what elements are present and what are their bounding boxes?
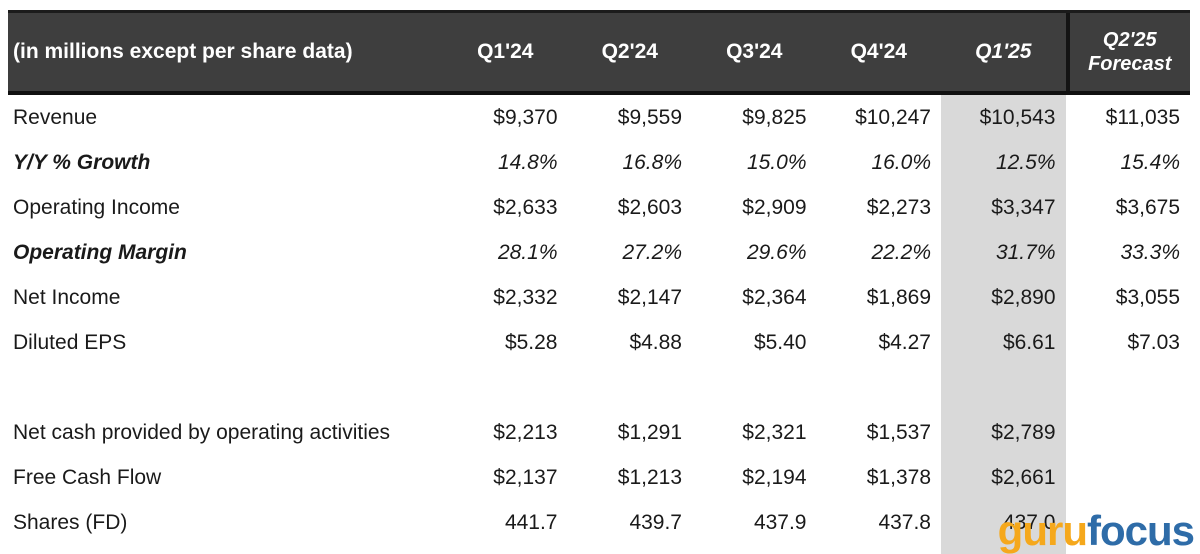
cell-value: $3,675 (1115, 195, 1180, 219)
column-header: Q1'24 (477, 40, 534, 63)
cell-value: $2,194 (742, 465, 807, 489)
column-header: Q2'24 (601, 40, 658, 63)
cell-value: $9,370 (493, 105, 558, 129)
cell-value: 28.1% (497, 240, 558, 264)
cell-value: 437.9 (753, 510, 807, 534)
cell-value (443, 365, 568, 410)
cell-value: $2,661 (991, 465, 1056, 489)
cell-value: $1,869 (866, 285, 931, 309)
cell-value: 439.7 (629, 510, 682, 534)
cell-value: $5.40 (753, 330, 807, 354)
table-body: Revenue $9,370 $9,559 $9,825 $10,247 $10,543 $… (8, 95, 1190, 545)
row-label: Diluted EPS (13, 330, 127, 354)
cell-value: 16.8% (622, 150, 682, 174)
cell-value: $2,909 (742, 195, 807, 219)
cell-value: 12.5% (995, 150, 1056, 174)
column-header: Q3'24 (726, 40, 783, 63)
row-label (8, 365, 443, 410)
gurufocus-logo-guru: guru (997, 507, 1088, 554)
cell-value: $1,537 (866, 420, 931, 444)
cell-value: 16.0% (871, 150, 931, 174)
table-row: Net Income $2,332 $2,147 $2,364 $1,869 $2,890… (8, 275, 1190, 320)
cell-value: 22.2% (871, 240, 931, 264)
cell-value: $6.61 (1002, 330, 1056, 354)
cell-value: $4.27 (878, 330, 931, 354)
table-header-label: (in millions except per share data) (13, 40, 353, 63)
column-header: Q1'25 (975, 40, 1032, 63)
row-label: Y/Y % Growth (13, 150, 151, 174)
cell-value: $9,825 (742, 105, 807, 129)
table-row: Shares (FD) 441.7 439.7 437.9 437.8 437.0 (8, 500, 1190, 545)
cell-value: $3,347 (991, 195, 1056, 219)
cell-value: $2,364 (742, 285, 807, 309)
cell-value: $2,273 (866, 195, 931, 219)
table-row: Y/Y % Growth 14.8% 16.8% 15.0% 16.0% 12.5% 15.… (8, 140, 1190, 185)
row-label: Operating Income (13, 195, 180, 219)
table-row: Diluted EPS $5.28 $4.88 $5.40 $4.27 $6.61 $7.0… (8, 320, 1190, 365)
row-label: Net cash provided by operating activitie… (13, 420, 391, 444)
cell-value: $9,559 (617, 105, 682, 129)
table-row: Net cash provided by operating activitie… (8, 410, 1190, 455)
cell-value: $2,137 (493, 465, 558, 489)
cell-value (1066, 365, 1191, 410)
row-label: Free Cash Flow (13, 465, 162, 489)
cell-value: 14.8% (497, 150, 558, 174)
cell-value: $11,035 (1105, 105, 1180, 129)
table-row: Revenue $9,370 $9,559 $9,825 $10,247 $10,543 $… (8, 95, 1190, 140)
row-label: Net Income (13, 285, 121, 309)
cell-value: 15.0% (746, 150, 807, 174)
row-label: Operating Margin (13, 240, 187, 264)
cell-value: $2,147 (617, 285, 682, 309)
cell-value: 31.7% (995, 240, 1056, 264)
row-label: Revenue (13, 105, 98, 129)
cell-value: $10,543 (979, 105, 1056, 129)
cell-value: $1,291 (617, 420, 682, 444)
cell-value: $2,213 (493, 420, 558, 444)
cell-value: $2,321 (742, 420, 807, 444)
table-row: Operating Margin 28.1% 27.2% 29.6% 22.2% 31.7… (8, 230, 1190, 275)
column-header: Q2'25 Forecast (1065, 13, 1191, 91)
table-row: Free Cash Flow $2,137 $1,213 $2,194 $1,378 $2… (8, 455, 1190, 500)
cell-value: $3,055 (1115, 285, 1180, 309)
cell-value: $2,603 (617, 195, 682, 219)
table-header-row: (in millions except per share data) Q1'2… (8, 10, 1190, 95)
cell-value: $1,378 (866, 465, 931, 489)
cell-value: $10,247 (855, 105, 931, 129)
cell-value: 27.2% (622, 240, 682, 264)
cell-value: $2,890 (991, 285, 1056, 309)
cell-value: $5.28 (504, 330, 558, 354)
cell-value (817, 365, 942, 410)
table-row-spacer (8, 365, 1190, 410)
cell-value: $4.88 (629, 330, 682, 354)
cell-value: 441.7 (504, 510, 558, 534)
cell-value: $1,213 (617, 465, 682, 489)
cell-value: $7.03 (1127, 330, 1180, 354)
cell-value (1066, 455, 1191, 500)
row-label: Shares (FD) (13, 510, 128, 534)
cell-value: $2,633 (493, 195, 558, 219)
quarterly-financials-table: (in millions except per share data) Q1'2… (8, 10, 1190, 545)
q1-25-highlight-column (941, 95, 1066, 554)
cell-value: 33.3% (1120, 240, 1180, 264)
gurufocus-logo-focus: focus (1086, 507, 1195, 554)
table-row: Operating Income $2,633 $2,603 $2,909 $2,273… (8, 185, 1190, 230)
cell-value: 437.0 (1002, 510, 1056, 534)
cell-value: 15.4% (1120, 150, 1180, 174)
cell-value (692, 365, 817, 410)
cell-value (568, 365, 693, 410)
cell-value: 29.6% (746, 240, 807, 264)
cell-value (941, 365, 1066, 410)
cell-value: $2,332 (493, 285, 558, 309)
gurufocus-logo: gurufocus (997, 507, 1195, 554)
cell-value: $2,789 (991, 420, 1056, 444)
cell-value: 437.8 (878, 510, 931, 534)
column-header: Q4'24 (850, 40, 907, 63)
cell-value (1066, 410, 1191, 455)
